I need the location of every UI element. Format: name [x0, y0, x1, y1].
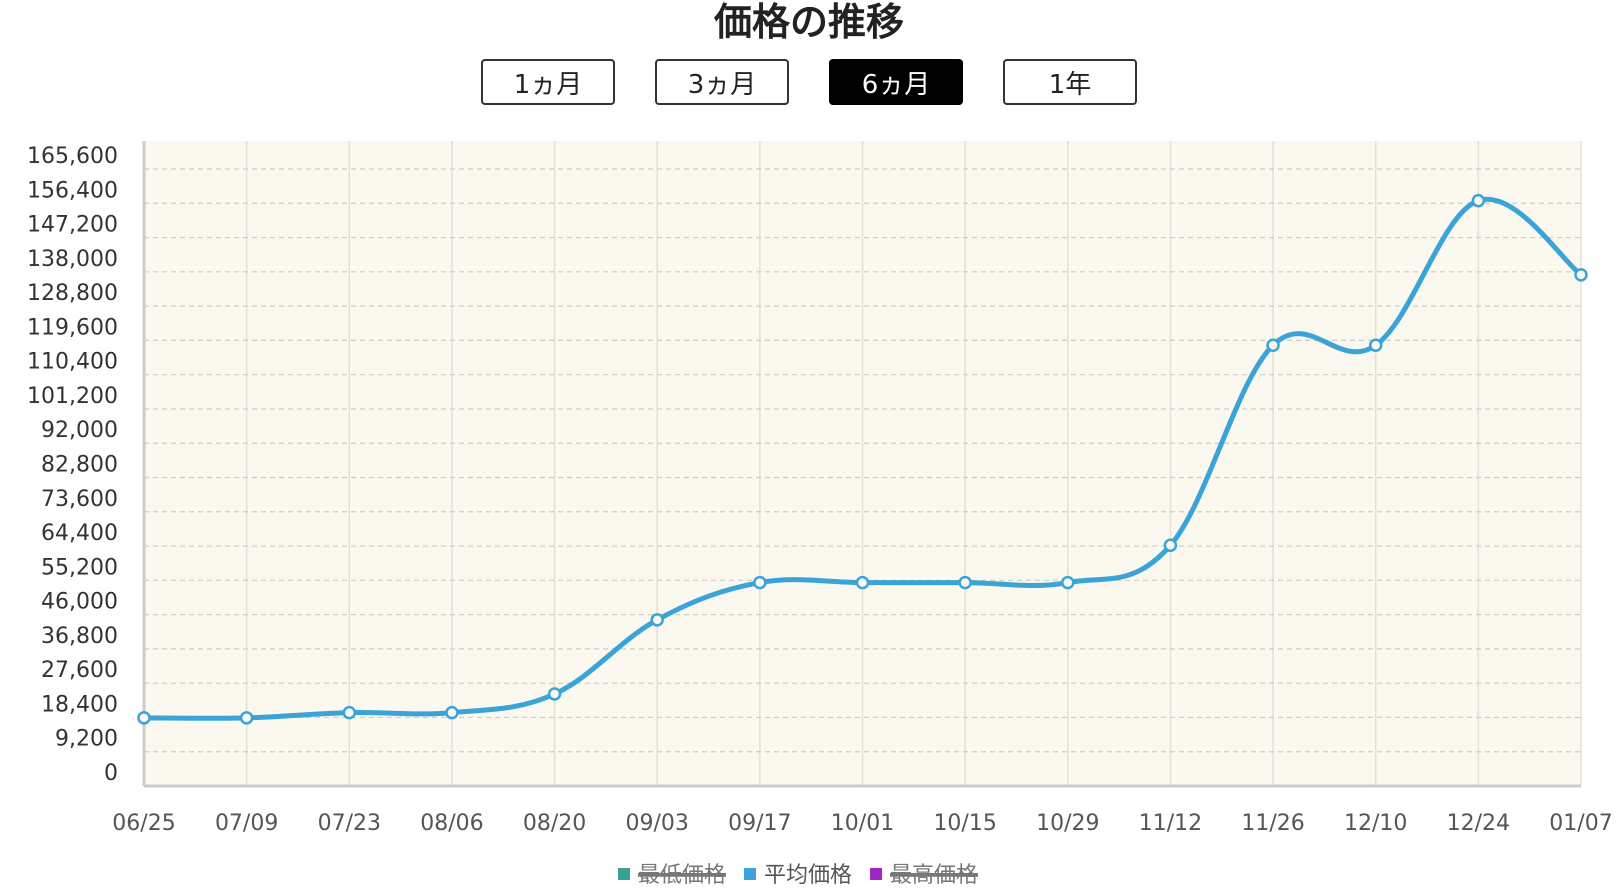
y-tick-label: 36,800 [41, 624, 118, 649]
point [1471, 193, 1486, 208]
x-tick-label: 09/03 [626, 811, 689, 836]
point [1061, 575, 1075, 590]
y-tick-label: 147,200 [27, 213, 118, 238]
y-tick-label: 119,600 [27, 315, 118, 340]
y-tick-label: 55,200 [41, 555, 118, 580]
x-tick-label: 06/25 [112, 811, 175, 836]
x-tick-label: 10/29 [1036, 811, 1099, 836]
y-tick-label: 110,400 [27, 350, 118, 375]
point [650, 613, 664, 627]
point [137, 711, 151, 725]
point [1574, 268, 1588, 282]
x-tick-label: 11/26 [1241, 811, 1304, 836]
y-tick-label: 27,600 [41, 658, 118, 683]
range-button[interactable]: 1年 [1003, 59, 1137, 105]
point [855, 575, 870, 590]
point [445, 705, 459, 720]
point [753, 575, 767, 590]
legend-swatch [744, 868, 757, 880]
y-tick-label: 92,000 [41, 418, 118, 443]
range-button[interactable]: 6ヵ月 [829, 59, 963, 105]
range-button[interactable]: 1ヵ月 [481, 59, 615, 105]
legend-label: 平均価格 [764, 863, 852, 888]
legend-label: 最低価格 [638, 863, 726, 888]
x-tick-label: 12/10 [1344, 811, 1407, 836]
y-tick-label: 82,800 [41, 453, 118, 478]
y-tick-label: 46,000 [41, 590, 118, 615]
x-tick-label: 08/20 [523, 811, 586, 836]
point [958, 575, 972, 590]
x-tick-label: 10/01 [831, 811, 894, 836]
legend-label: 最高価格 [890, 863, 978, 888]
y-tick-label: 128,800 [27, 281, 118, 306]
point [547, 687, 562, 701]
y-tick-label: 18,400 [41, 692, 118, 717]
y-tick-label: 64,400 [41, 521, 118, 546]
point [1368, 338, 1383, 352]
point [1266, 338, 1280, 352]
legend-swatch [618, 868, 630, 880]
range-buttons: 1ヵ月 3ヵ月 6ヵ月 1年 [0, 59, 1618, 105]
legend-swatch [870, 868, 883, 880]
x-tick-label: 09/17 [728, 811, 791, 836]
x-tick-label: 08/06 [420, 811, 483, 836]
x-tick-label: 12/24 [1447, 811, 1510, 836]
y-tick-label: 0 [104, 761, 118, 786]
point [239, 711, 254, 725]
y-tick-label: 138,000 [27, 247, 118, 272]
point [1163, 538, 1178, 553]
y-tick-label: 101,200 [27, 384, 118, 409]
y-tick-label: 156,400 [27, 178, 118, 203]
x-tick-label: 10/15 [933, 811, 996, 836]
x-tick-label: 11/12 [1139, 811, 1202, 836]
y-tick-label: 73,600 [41, 487, 118, 512]
y-tick-label: 9,200 [55, 727, 118, 752]
x-tick-label: 01/07 [1549, 811, 1612, 836]
x-tick-label: 07/23 [318, 811, 381, 836]
chart-title: 価格の推移 [713, 0, 904, 44]
point [342, 705, 357, 720]
range-button[interactable]: 3ヵ月 [655, 59, 789, 105]
y-tick-label: 165,600 [27, 144, 118, 169]
x-tick-label: 07/09 [215, 811, 278, 836]
